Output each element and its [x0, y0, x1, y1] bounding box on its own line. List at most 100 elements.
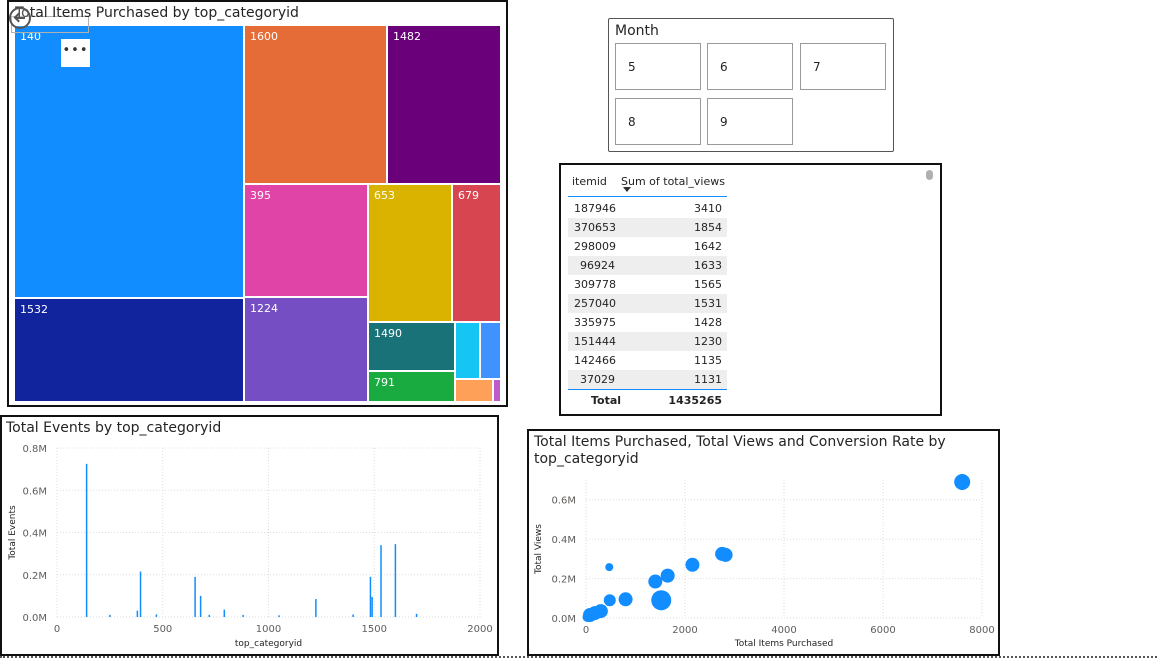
column-header-itemid[interactable]: itemid — [572, 175, 607, 188]
column-header-total-views[interactable]: Sum of total_views — [621, 175, 725, 188]
bar — [85, 463, 88, 617]
back-arrow-icon[interactable] — [9, 7, 31, 29]
treemap-tile[interactable]: 1532 — [14, 298, 244, 402]
x-tick-label: 6000 — [870, 625, 895, 636]
scrollbar-thumb[interactable] — [926, 170, 933, 180]
treemap-tile[interactable]: 1490 — [368, 322, 455, 371]
slicer-option-label: 7 — [813, 60, 821, 74]
treemap-tile[interactable] — [493, 379, 501, 402]
y-tick-label: 0.2M — [22, 571, 47, 582]
itemid-cell: 37029 — [580, 373, 615, 386]
tile-label: 395 — [250, 189, 271, 202]
bar — [380, 545, 382, 617]
tile-label: 1600 — [250, 30, 278, 43]
slicer-option-label: 8 — [628, 115, 636, 129]
views-cell: 1230 — [694, 335, 722, 348]
table-row[interactable]: 187946 3410 — [568, 199, 727, 218]
treemap-tile[interactable]: 679 — [452, 184, 501, 322]
table-row[interactable]: 37029 1131 — [568, 370, 727, 389]
tile-label: 1224 — [250, 302, 278, 315]
bar — [139, 571, 142, 617]
tile-label: 1482 — [393, 30, 421, 43]
total-label: Total — [591, 394, 622, 407]
bar — [223, 609, 226, 617]
scatter-point — [651, 590, 672, 611]
treemap-tile[interactable]: 1482 — [387, 25, 501, 184]
views-cell: 1642 — [694, 240, 722, 253]
tile-label: 791 — [374, 376, 395, 389]
sort-descending-icon[interactable] — [623, 187, 631, 192]
slicer-header: Month — [615, 23, 659, 39]
table-row[interactable]: 370653 1854 — [568, 218, 727, 237]
slicer-option[interactable]: 7 — [800, 43, 886, 90]
itemid-views-table[interactable]: itemid Sum of total_views 187946 3410 3706… — [559, 163, 942, 416]
treemap-tile[interactable] — [455, 379, 493, 402]
treemap-tile[interactable] — [480, 322, 501, 379]
y-tick-label: 0.0M — [551, 614, 576, 625]
tile-label: 140 — [20, 30, 41, 43]
scatter-point — [605, 563, 614, 572]
itemid-cell: 257040 — [574, 297, 616, 310]
treemap-tile[interactable]: 395 — [244, 184, 368, 297]
y-axis-title: Total Events — [8, 505, 18, 561]
bar — [136, 610, 139, 617]
views-cell: 1428 — [694, 316, 722, 329]
y-tick-label: 0.6M — [551, 496, 576, 507]
bar — [369, 576, 372, 617]
slicer-option-label: 9 — [720, 115, 728, 129]
y-tick-label: 0.2M — [551, 575, 576, 586]
treemap-tile[interactable]: 791 — [368, 371, 455, 402]
itemid-cell: 298009 — [574, 240, 616, 253]
bar — [199, 595, 202, 617]
treemap-tile[interactable]: 1600 — [244, 25, 387, 184]
x-tick-label: 8000 — [969, 625, 994, 636]
itemid-cell: 335975 — [574, 316, 616, 329]
treemap-tile[interactable]: 140 — [14, 25, 244, 298]
views-cell: 1565 — [694, 278, 722, 291]
treemap-tile[interactable]: 653 — [368, 184, 452, 322]
bar — [194, 576, 196, 617]
total-divider — [568, 389, 727, 390]
treemap-visual[interactable]: 140 1532 1600 1482 395 1224 653 679 1490… — [7, 0, 508, 407]
events-bar-chart[interactable]: Total Events by top_categoryid 0.0M 0.2M 0… — [0, 415, 499, 656]
x-tick-label: 2000 — [467, 624, 492, 635]
itemid-cell: 96924 — [580, 259, 615, 272]
tile-label: 679 — [458, 189, 479, 202]
slicer-option[interactable]: 8 — [615, 98, 701, 145]
month-slicer[interactable]: Month 5 6 7 8 9 — [608, 18, 894, 152]
slicer-option[interactable]: 6 — [707, 43, 793, 90]
more-options-button[interactable]: ••• — [61, 39, 90, 67]
slicer-option[interactable]: 5 — [615, 43, 701, 90]
bar — [394, 544, 397, 617]
views-cell: 1135 — [694, 354, 722, 367]
table-row[interactable]: 151444 1230 — [568, 332, 727, 351]
treemap-tile[interactable] — [455, 322, 480, 379]
scatter-point — [648, 574, 663, 589]
bar — [208, 614, 211, 617]
tile-label: 1490 — [374, 327, 402, 340]
bar — [155, 614, 158, 617]
x-axis-title: top_categoryid — [235, 639, 302, 649]
table-row[interactable]: 309778 1565 — [568, 275, 727, 294]
table-row[interactable]: 142466 1135 — [568, 351, 727, 370]
table-row[interactable]: 96924 1633 — [568, 256, 727, 275]
table-row[interactable]: 335975 1428 — [568, 313, 727, 332]
slicer-option-label: 5 — [628, 60, 636, 74]
bar — [278, 615, 280, 617]
bar — [242, 614, 244, 617]
tile-label: 653 — [374, 189, 395, 202]
scatter-point — [954, 473, 971, 490]
purchases-views-scatter-chart[interactable]: Total Items Purchased, Total Views and C… — [527, 429, 1000, 656]
x-tick-label: 1500 — [362, 624, 387, 635]
views-cell: 1531 — [694, 297, 722, 310]
table-row[interactable]: 257040 1531 — [568, 294, 727, 313]
table-row[interactable]: 298009 1642 — [568, 237, 727, 256]
bar-chart-title: Total Events by top_categoryid — [6, 420, 222, 436]
x-tick-label: 500 — [153, 624, 172, 635]
bar — [352, 614, 354, 617]
slicer-option[interactable]: 9 — [707, 98, 793, 145]
header-divider — [568, 196, 727, 197]
scatter-point — [582, 612, 593, 623]
scatter-point — [718, 547, 733, 562]
treemap-tile[interactable]: 1224 — [244, 297, 368, 402]
